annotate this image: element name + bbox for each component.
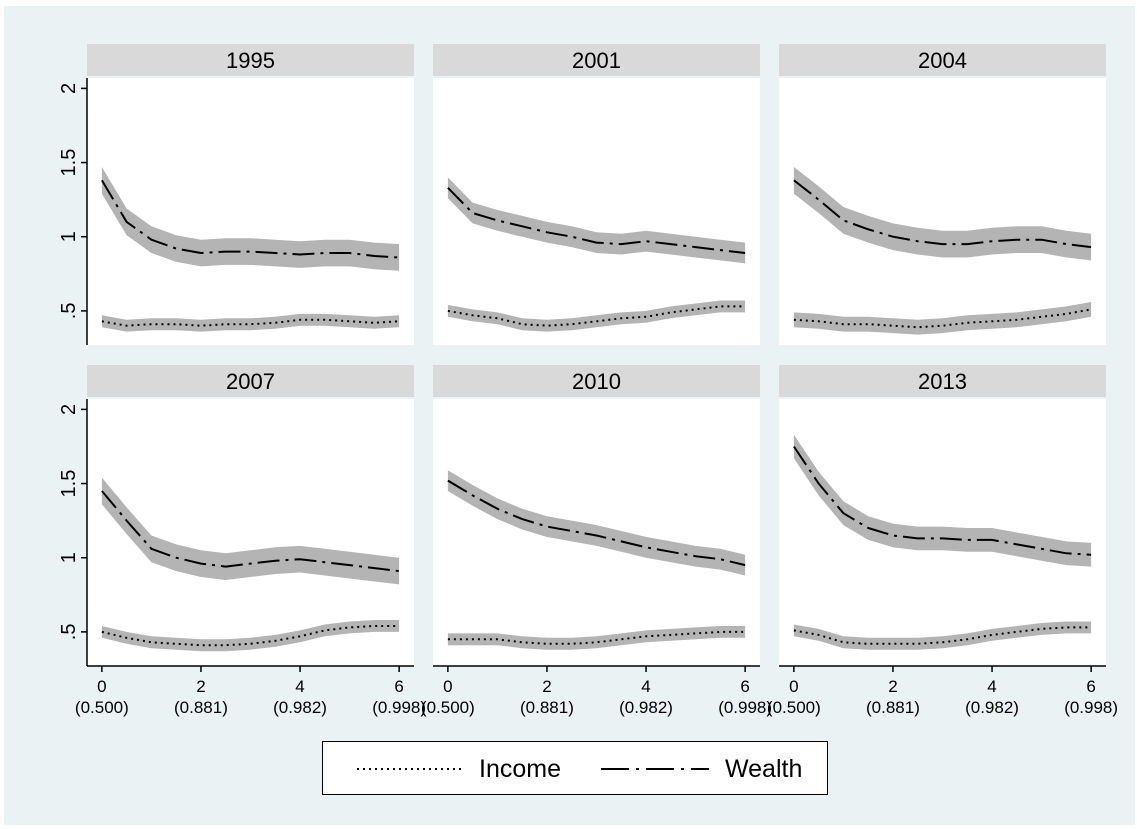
y-tick-label: 1 xyxy=(58,552,80,563)
panel-header xyxy=(87,44,414,76)
legend-item-income: Income xyxy=(357,742,561,796)
wealth-line xyxy=(447,187,746,254)
panel-header xyxy=(433,365,760,397)
legend-item-wealth: Wealth xyxy=(601,742,802,796)
income-confidence-band xyxy=(447,300,746,332)
wealth-line xyxy=(793,179,1092,249)
income-confidence-band xyxy=(793,302,1092,335)
x-tick-label: 2 xyxy=(888,677,897,696)
y-tick-label: 2 xyxy=(58,83,80,94)
panel-title: 2004 xyxy=(918,48,967,73)
x-tick-label: 6 xyxy=(394,677,403,696)
income-confidence-band xyxy=(101,620,400,652)
panel-2004: 2004 xyxy=(779,44,1106,345)
income-line xyxy=(447,305,746,327)
x-tick-label: 0 xyxy=(443,677,452,696)
panel-title: 2013 xyxy=(918,369,967,394)
x-tick-label: 4 xyxy=(641,677,650,696)
panel-2010: 2010 0 (0.500) 2 (0.881) 4 (0.982) 6 (0.998) xyxy=(421,365,772,717)
panel-title: 2007 xyxy=(226,369,275,394)
x-tick-sublabel: (0.500) xyxy=(421,698,475,717)
y-tick-label: 1.5 xyxy=(58,149,80,177)
x-tick-sublabel: (0.998) xyxy=(718,698,772,717)
x-tick-label: 0 xyxy=(789,677,798,696)
wealth-confidence-band xyxy=(101,167,400,271)
panel-2013: 2013 0 (0.500) 2 (0.881) 4 (0.982) 6 (0.998) xyxy=(767,365,1118,717)
legend-label-wealth: Wealth xyxy=(725,754,803,783)
panel-header xyxy=(779,365,1106,397)
panel-header xyxy=(779,44,1106,76)
wealth-line xyxy=(793,445,1092,556)
panel-2007: 2007 .5 1 1.5 2 0 (0.500) 2 (0.881) 4 (0.982) 6 (0.9… xyxy=(58,365,426,717)
income-confidence-band xyxy=(793,621,1092,650)
x-tick-label: 6 xyxy=(1086,677,1095,696)
wealth-confidence-band xyxy=(447,177,746,264)
x-tick-sublabel: (0.881) xyxy=(866,698,920,717)
x-tick-label: 6 xyxy=(740,677,749,696)
x-tick-sublabel: (0.500) xyxy=(767,698,821,717)
income-line xyxy=(793,308,1092,329)
wealth-confidence-band xyxy=(793,167,1092,261)
wealth-confidence-band xyxy=(447,470,746,576)
x-tick-sublabel: (0.998) xyxy=(372,698,426,717)
wealth-line xyxy=(101,490,400,573)
income-line xyxy=(101,318,400,327)
panel-2001: 2001 xyxy=(433,44,760,345)
income-confidence-band xyxy=(447,626,746,650)
x-tick-sublabel: (0.982) xyxy=(619,698,673,717)
wealth-line-swatch xyxy=(601,768,709,770)
y-tick-label: .5 xyxy=(58,624,80,641)
income-line-swatch xyxy=(357,768,463,770)
y-tick-label: .5 xyxy=(58,303,80,320)
panel-header xyxy=(87,365,414,397)
x-tick-label: 4 xyxy=(295,677,304,696)
wealth-confidence-band xyxy=(793,434,1092,567)
plot-area xyxy=(87,78,414,345)
x-tick-label: 2 xyxy=(542,677,551,696)
y-tick-label: 1.5 xyxy=(58,470,80,498)
wealth-line xyxy=(101,179,400,259)
legend-label-income: Income xyxy=(479,754,561,783)
x-tick-sublabel: (0.982) xyxy=(273,698,327,717)
income-line xyxy=(793,626,1092,645)
x-tick-sublabel: (0.881) xyxy=(520,698,574,717)
panel-header xyxy=(433,44,760,76)
y-tick-label: 1 xyxy=(58,231,80,242)
x-tick-sublabel: (0.881) xyxy=(174,698,228,717)
legend: Income Wealth xyxy=(322,741,828,795)
panel-title: 1995 xyxy=(226,48,275,73)
income-line xyxy=(447,630,746,645)
x-tick-label: 4 xyxy=(987,677,996,696)
wealth-line xyxy=(447,479,746,567)
panel-title: 2010 xyxy=(572,369,621,394)
x-tick-sublabel: (0.982) xyxy=(965,698,1019,717)
income-confidence-band xyxy=(101,313,400,332)
panel-1995: 1995 .5 1 1.5 2 xyxy=(58,44,414,345)
y-tick-label: 2 xyxy=(58,404,80,415)
x-tick-label: 2 xyxy=(196,677,205,696)
panel-title: 2001 xyxy=(572,48,621,73)
x-tick-label: 0 xyxy=(97,677,106,696)
x-tick-sublabel: (0.998) xyxy=(1064,698,1118,717)
x-tick-sublabel: (0.500) xyxy=(75,698,129,717)
